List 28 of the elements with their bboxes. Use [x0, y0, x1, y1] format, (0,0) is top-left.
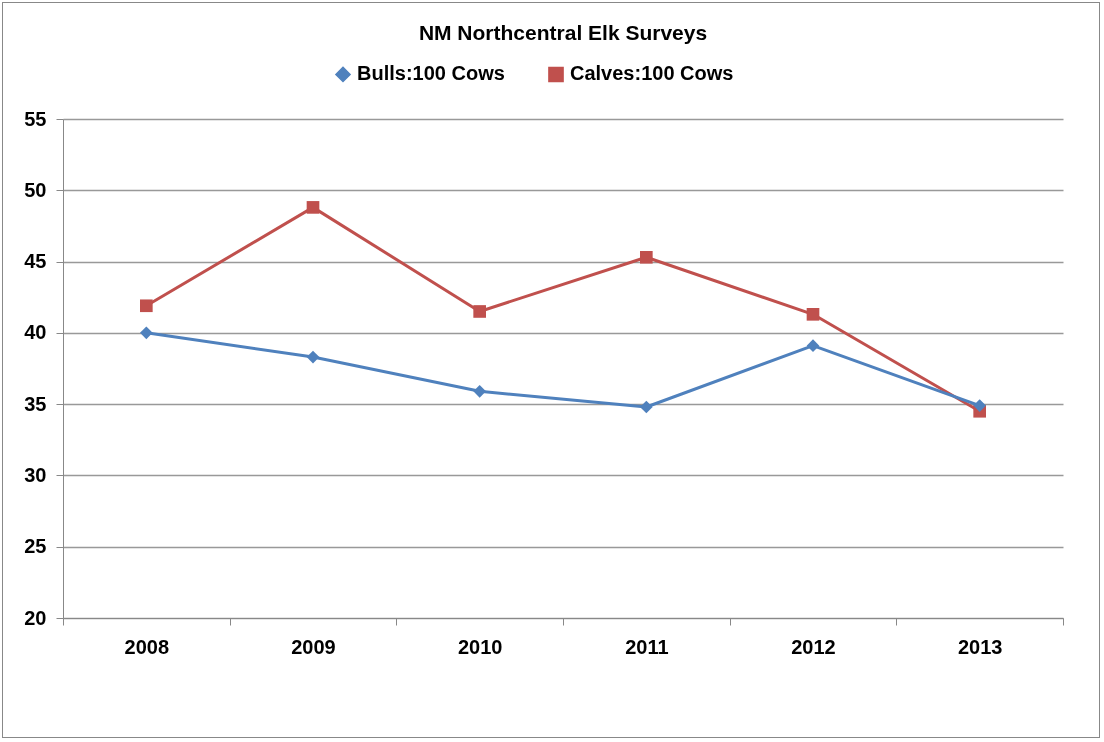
point	[473, 384, 486, 398]
point	[806, 308, 820, 321]
y-tick-label: 20	[24, 606, 47, 629]
legend-label: Bulls:100 Cows	[357, 62, 505, 85]
point	[306, 201, 320, 214]
point	[806, 339, 820, 353]
point	[306, 350, 320, 364]
chart-title: NM Northcentral Elk Surveys	[418, 21, 708, 44]
y-tick-label: 25	[24, 535, 47, 558]
y-tick-label: 40	[24, 321, 47, 344]
x-tick-label: 2011	[625, 635, 669, 658]
y-tick-label: 30	[24, 463, 47, 486]
x-tick-label: 2008	[124, 635, 170, 658]
point	[473, 305, 486, 318]
x-tick-label: 2010	[457, 635, 503, 658]
x-tick-label: 2013	[957, 635, 1003, 658]
x-tick-label: 2009	[291, 635, 336, 658]
point	[140, 326, 153, 340]
point	[640, 250, 653, 264]
point	[640, 400, 653, 414]
point	[973, 399, 986, 412]
x-tick-label: 2012	[791, 635, 836, 658]
y-tick-label: 45	[24, 250, 47, 273]
y-tick-label: 35	[24, 392, 47, 415]
point	[140, 299, 153, 313]
y-tick-label: 55	[24, 107, 47, 130]
legend-label: Calves:100 Cows	[570, 62, 734, 85]
y-tick-label: 50	[24, 178, 47, 201]
